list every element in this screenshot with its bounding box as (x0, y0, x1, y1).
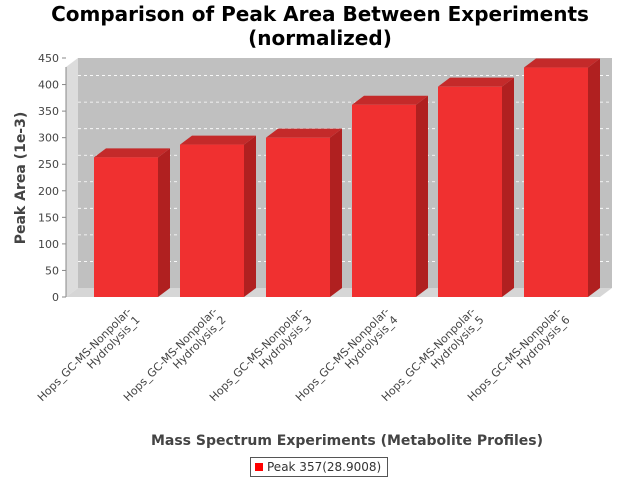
plot-left-wall (66, 58, 78, 297)
bar (524, 58, 600, 298)
y-tick-label: 350 (38, 105, 59, 118)
x-tick-label-line: Hops_GC-MS-Nonpolar- (35, 305, 134, 404)
bar-front (94, 157, 158, 297)
axes (62, 57, 67, 298)
y-tick-label: 250 (38, 158, 59, 171)
bar-side (502, 77, 514, 298)
bar-top (438, 77, 514, 87)
legend: Peak 357(28.9008) (250, 457, 389, 477)
bar-top (266, 128, 342, 138)
chart-title-line-2: (normalized) (248, 26, 392, 50)
x-axis-label: Mass Spectrum Experiments (Metabolite Pr… (151, 433, 543, 449)
bar (438, 77, 514, 298)
bar-front (352, 104, 416, 297)
bar-side (330, 128, 342, 297)
bar (180, 135, 256, 297)
bar-top (180, 135, 256, 145)
bar (352, 95, 428, 297)
legend-label: Peak 357(28.9008) (267, 460, 382, 474)
bar-front (266, 137, 330, 297)
x-tick-labels: Hops_GC-MS-Nonpolar-Hydrolysis_1Hops_GC-… (35, 305, 573, 404)
bar-side (244, 135, 256, 297)
y-tick-label: 300 (38, 132, 59, 145)
y-axis-label: Peak Area (1e-3) (13, 112, 29, 245)
y-tick-label: 200 (38, 185, 59, 198)
bars (94, 58, 600, 298)
y-tick-label: 150 (38, 211, 59, 224)
y-tick-label: 450 (38, 52, 59, 65)
y-tick-label: 100 (38, 238, 59, 251)
bar-top (352, 95, 428, 105)
chart-title: Comparison of Peak Area Between Experime… (0, 2, 640, 50)
bar-side (158, 148, 170, 297)
bar-side (588, 58, 600, 298)
bar-front (180, 144, 244, 297)
legend-swatch (255, 463, 263, 471)
y-tick-label: 400 (38, 79, 59, 92)
bar-front (524, 67, 588, 297)
chart-title-line-1: Comparison of Peak Area Between Experime… (51, 2, 589, 26)
bar (94, 148, 170, 297)
bar-side (416, 95, 428, 297)
gridlines (78, 48, 612, 262)
y-tick-label: 50 (45, 264, 59, 277)
bar-front (438, 86, 502, 298)
bar-top (524, 58, 600, 68)
y-tick-label: 0 (52, 291, 59, 304)
bar-top (94, 148, 170, 158)
y-tick-labels: 0 50 100 150 200 250 300 350 400 450 (38, 52, 59, 304)
bar (266, 128, 342, 297)
